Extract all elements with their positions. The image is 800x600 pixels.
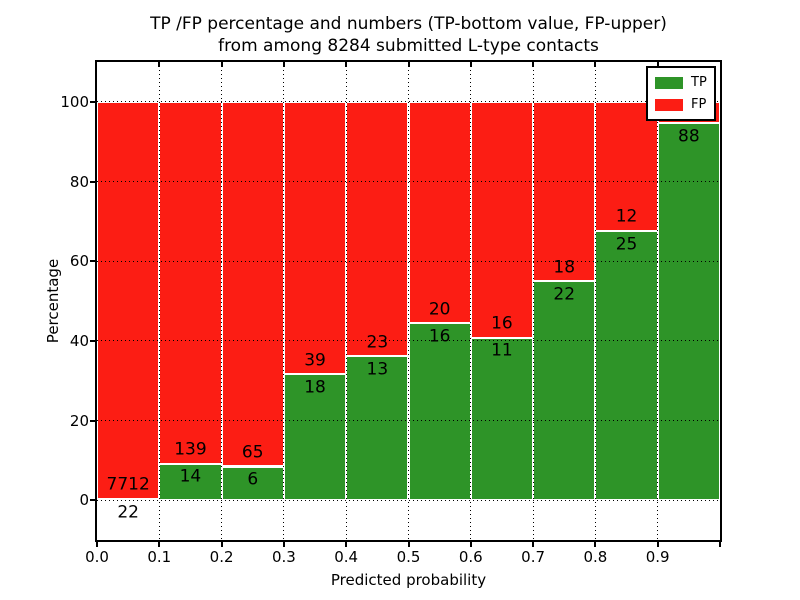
fp-count-label: 65 [241,442,264,463]
y-tick-mark [90,180,95,183]
bar-segment-fp [470,101,534,338]
fp-count-label: 139 [174,439,207,460]
x-tick-mark [594,542,597,547]
legend-label: FP [691,97,707,112]
tp-count-label: 88 [678,126,700,147]
x-tick-label: 0.2 [209,548,234,566]
tp-count-label: 11 [491,340,513,361]
tp-count-label: 18 [304,377,326,398]
x-tick-label: 0.6 [458,548,483,566]
x-tick-mark [96,542,98,547]
y-tick-mark [90,339,95,342]
x-tick-mark [407,542,410,547]
x-tick-mark-top [594,62,597,67]
y-tick-label: 60 [69,252,89,271]
x-tick-mark [656,542,659,547]
x-tick-mark [158,542,161,547]
x-tick-mark-top [220,62,223,67]
y-tick-mark [90,499,95,502]
y-tick-label: 80 [69,172,89,191]
tp-count-label: 16 [428,326,451,347]
x-tick-label: 0.4 [334,548,359,566]
x-tick-label: 0.1 [147,548,172,566]
legend-swatch-fp [655,98,683,111]
y-tick-label: 40 [69,331,89,350]
x-axis-label: Predicted probability [330,571,487,589]
bar-segment-tp [408,323,471,501]
bar-segment-fp [595,101,658,232]
legend-label: TP [691,75,707,90]
fp-count-label: 20 [428,299,451,320]
x-tick-mark [345,542,348,547]
x-tick-mark-top [345,62,348,67]
chart-title-line1: TP /FP percentage and numbers (TP-bottom… [150,14,667,34]
x-tick-mark [282,542,285,547]
x-tick-mark-top [282,62,285,67]
x-tick-mark [469,542,472,547]
x-tick-label: 0.8 [583,548,608,566]
plot-area: 7712221391465639182313201616111822122558… [97,62,720,540]
bar-segment-tp [283,374,347,501]
fp-count-label: 7712 [106,474,150,495]
y-tick-label: 0 [79,491,89,510]
legend: TP FP [646,66,716,121]
x-tick-mark-top [469,62,472,67]
x-tick-label: 0.7 [521,548,546,566]
y-axis-label: Percentage [44,258,62,344]
bar-segment-fp [346,101,409,357]
x-tick-mark-top [532,62,535,67]
tp-count-label: 22 [117,502,139,523]
fp-count-label: 18 [553,257,576,278]
bar-segment-tp [470,337,534,501]
x-tick-mark [532,542,535,547]
fp-count-label: 12 [615,206,638,227]
x-tick-label: 0.5 [396,548,421,566]
x-tick-mark [220,542,223,547]
annotations-layer: 7712221391465639182313201616111822122558… [97,62,720,540]
y-tick-label: 100 [60,92,89,111]
fp-count-label: 16 [491,313,513,334]
tp-count-label: 25 [615,234,638,255]
bar-segment-fp [283,101,347,375]
legend-swatch-tp [655,76,683,89]
x-tick-label: 0.9 [645,548,670,566]
legend-entry-fp: FP [655,98,707,111]
fp-count-label: 23 [366,332,389,353]
bar-segment-tp [595,231,658,501]
tp-count-label: 14 [179,466,202,487]
bar-segment-tp [159,463,222,501]
bars-layer [97,62,720,540]
bar-segment-tp [533,281,596,501]
bar-segment-fp [159,101,222,464]
bar-segment-tp [657,123,720,501]
fp-count-label: 39 [304,350,326,371]
x-tick-label: 0.3 [271,548,296,566]
bar-segment-fp [408,101,471,324]
y-tick-label: 20 [69,411,89,430]
bar-segment-fp [97,101,160,500]
bar-segment-fp [533,101,596,282]
y-tick-mark [90,419,95,422]
y-tick-mark [90,260,95,263]
tp-count-label: 13 [366,359,389,380]
x-tick-mark-top [158,62,161,67]
bar-segment-fp [221,101,284,467]
tp-count-label: 6 [247,469,259,490]
bar-segment-tp [346,356,409,501]
x-tick-mark-top [407,62,410,67]
chart-title-line2: from among 8284 submitted L-type contact… [218,36,599,56]
chart-title: TP /FP percentage and numbers (TP-bottom… [97,13,720,57]
tp-count-label: 22 [553,284,576,305]
legend-entry-tp: TP [655,76,707,89]
x-tick-label: 0.0 [85,548,109,566]
x-tick-mark [719,542,721,547]
y-tick-mark [90,100,95,103]
